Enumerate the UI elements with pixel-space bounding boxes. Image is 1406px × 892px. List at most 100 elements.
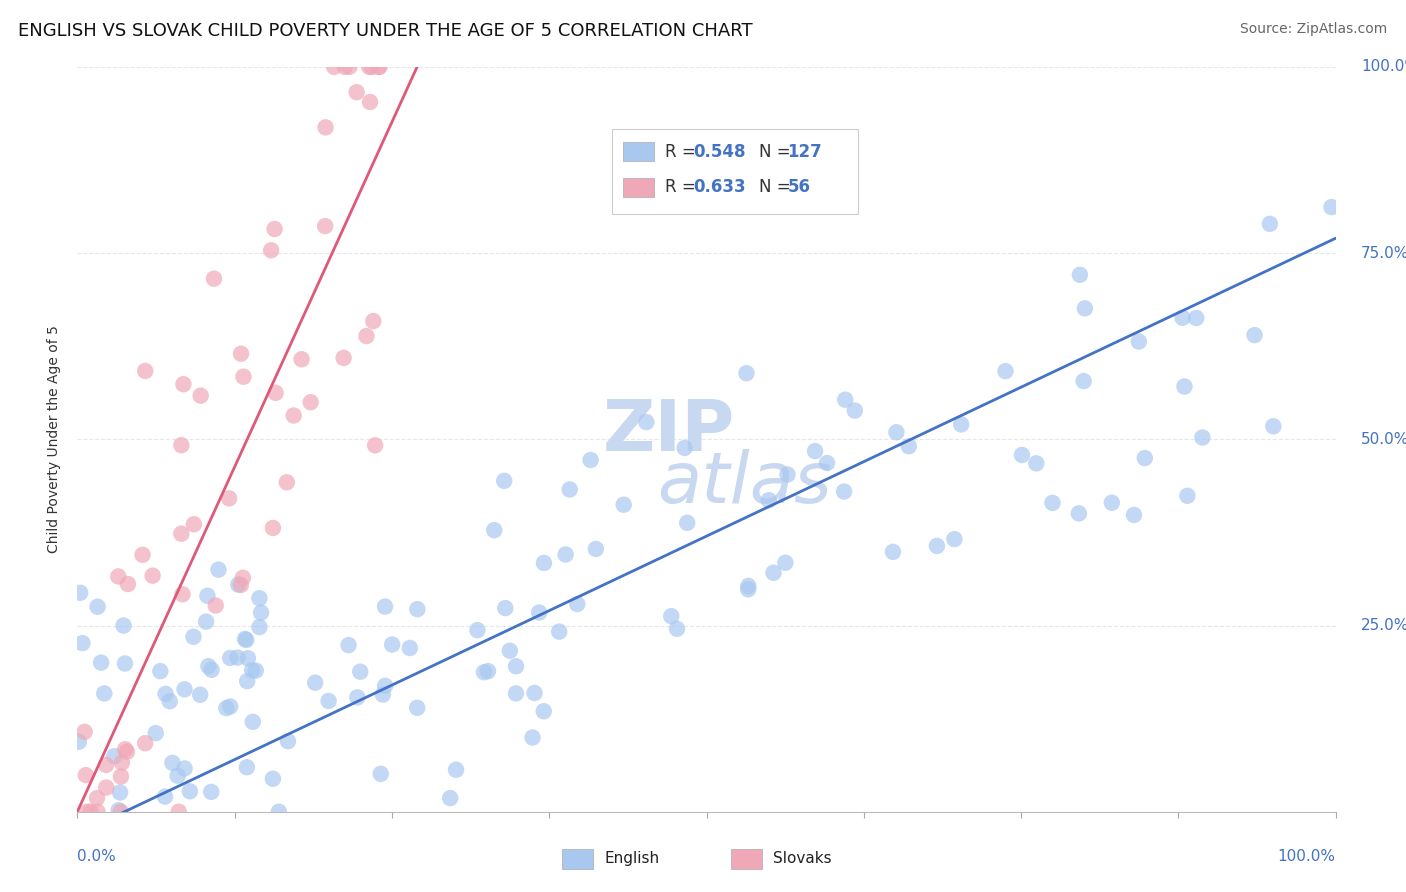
- Point: [260, 244, 283, 258]
- Point: [250, 606, 273, 620]
- Text: English: English: [605, 851, 659, 865]
- Point: [76, 805, 98, 819]
- Point: [363, 314, 385, 328]
- Text: 0.0%: 0.0%: [77, 849, 117, 864]
- Point: [467, 623, 489, 637]
- Point: [96, 780, 118, 795]
- Point: [72, 636, 94, 650]
- Point: [1243, 328, 1265, 343]
- Point: [69, 586, 91, 600]
- Point: [381, 638, 404, 652]
- Text: N =: N =: [759, 143, 796, 161]
- Point: [108, 785, 131, 799]
- Point: [117, 577, 139, 591]
- Point: [360, 60, 382, 74]
- Text: 127: 127: [787, 143, 823, 161]
- Point: [233, 632, 256, 646]
- Point: [190, 389, 212, 403]
- Point: [94, 758, 117, 772]
- Point: [86, 599, 108, 614]
- Point: [735, 366, 758, 380]
- Point: [276, 475, 298, 490]
- Text: 25.0%: 25.0%: [1361, 618, 1406, 633]
- Point: [676, 516, 699, 530]
- Point: [107, 569, 129, 583]
- Point: [1067, 507, 1090, 521]
- Point: [533, 556, 555, 570]
- Point: [815, 456, 838, 470]
- Point: [134, 736, 156, 750]
- Point: [762, 566, 785, 580]
- Point: [585, 541, 607, 556]
- Point: [523, 686, 546, 700]
- Point: [131, 548, 153, 562]
- Point: [374, 679, 396, 693]
- Point: [262, 521, 284, 535]
- Point: [776, 467, 799, 482]
- Point: [172, 377, 194, 392]
- Point: [173, 682, 195, 697]
- Point: [197, 659, 219, 673]
- Point: [200, 663, 222, 677]
- Point: [142, 568, 165, 582]
- Point: [264, 385, 287, 400]
- Point: [494, 474, 516, 488]
- Point: [522, 731, 544, 745]
- Point: [155, 687, 177, 701]
- Point: [204, 599, 226, 613]
- Point: [93, 686, 115, 700]
- Text: Source: ZipAtlas.com: Source: ZipAtlas.com: [1240, 22, 1388, 37]
- Point: [1042, 496, 1064, 510]
- Point: [832, 484, 855, 499]
- Text: 100.0%: 100.0%: [1361, 60, 1406, 74]
- Point: [737, 579, 759, 593]
- Point: [75, 768, 97, 782]
- Point: [1320, 200, 1343, 214]
- Point: [1073, 374, 1095, 388]
- Point: [200, 785, 222, 799]
- Point: [195, 615, 218, 629]
- Point: [112, 618, 135, 632]
- Y-axis label: Child Poverty Under the Age of 5: Child Poverty Under the Age of 5: [48, 326, 62, 553]
- Point: [834, 392, 856, 407]
- Point: [368, 60, 391, 74]
- Point: [318, 694, 340, 708]
- Point: [882, 545, 904, 559]
- Point: [897, 439, 920, 453]
- Point: [1074, 301, 1097, 316]
- Point: [226, 650, 249, 665]
- Point: [359, 60, 381, 74]
- Point: [1263, 419, 1285, 434]
- Point: [636, 415, 658, 429]
- Text: R =: R =: [665, 143, 702, 161]
- Point: [107, 803, 129, 817]
- Point: [444, 763, 467, 777]
- Point: [1101, 496, 1123, 510]
- Point: [159, 694, 181, 708]
- Point: [613, 498, 636, 512]
- Point: [558, 483, 581, 497]
- Point: [398, 640, 420, 655]
- Point: [1171, 310, 1194, 325]
- Point: [364, 438, 387, 452]
- Point: [145, 726, 167, 740]
- Point: [114, 657, 136, 671]
- Point: [1173, 379, 1195, 393]
- Point: [207, 563, 229, 577]
- Point: [1177, 489, 1199, 503]
- Text: R =: R =: [665, 178, 702, 196]
- Point: [737, 582, 759, 597]
- Point: [188, 688, 211, 702]
- Point: [183, 517, 205, 532]
- Point: [103, 749, 125, 764]
- Point: [304, 675, 326, 690]
- Point: [505, 686, 527, 700]
- Point: [236, 760, 259, 774]
- Point: [153, 789, 176, 804]
- Point: [950, 417, 973, 432]
- Text: 56: 56: [787, 178, 810, 196]
- Point: [267, 805, 290, 819]
- Point: [1133, 451, 1156, 466]
- Point: [1069, 268, 1091, 282]
- Point: [114, 742, 136, 756]
